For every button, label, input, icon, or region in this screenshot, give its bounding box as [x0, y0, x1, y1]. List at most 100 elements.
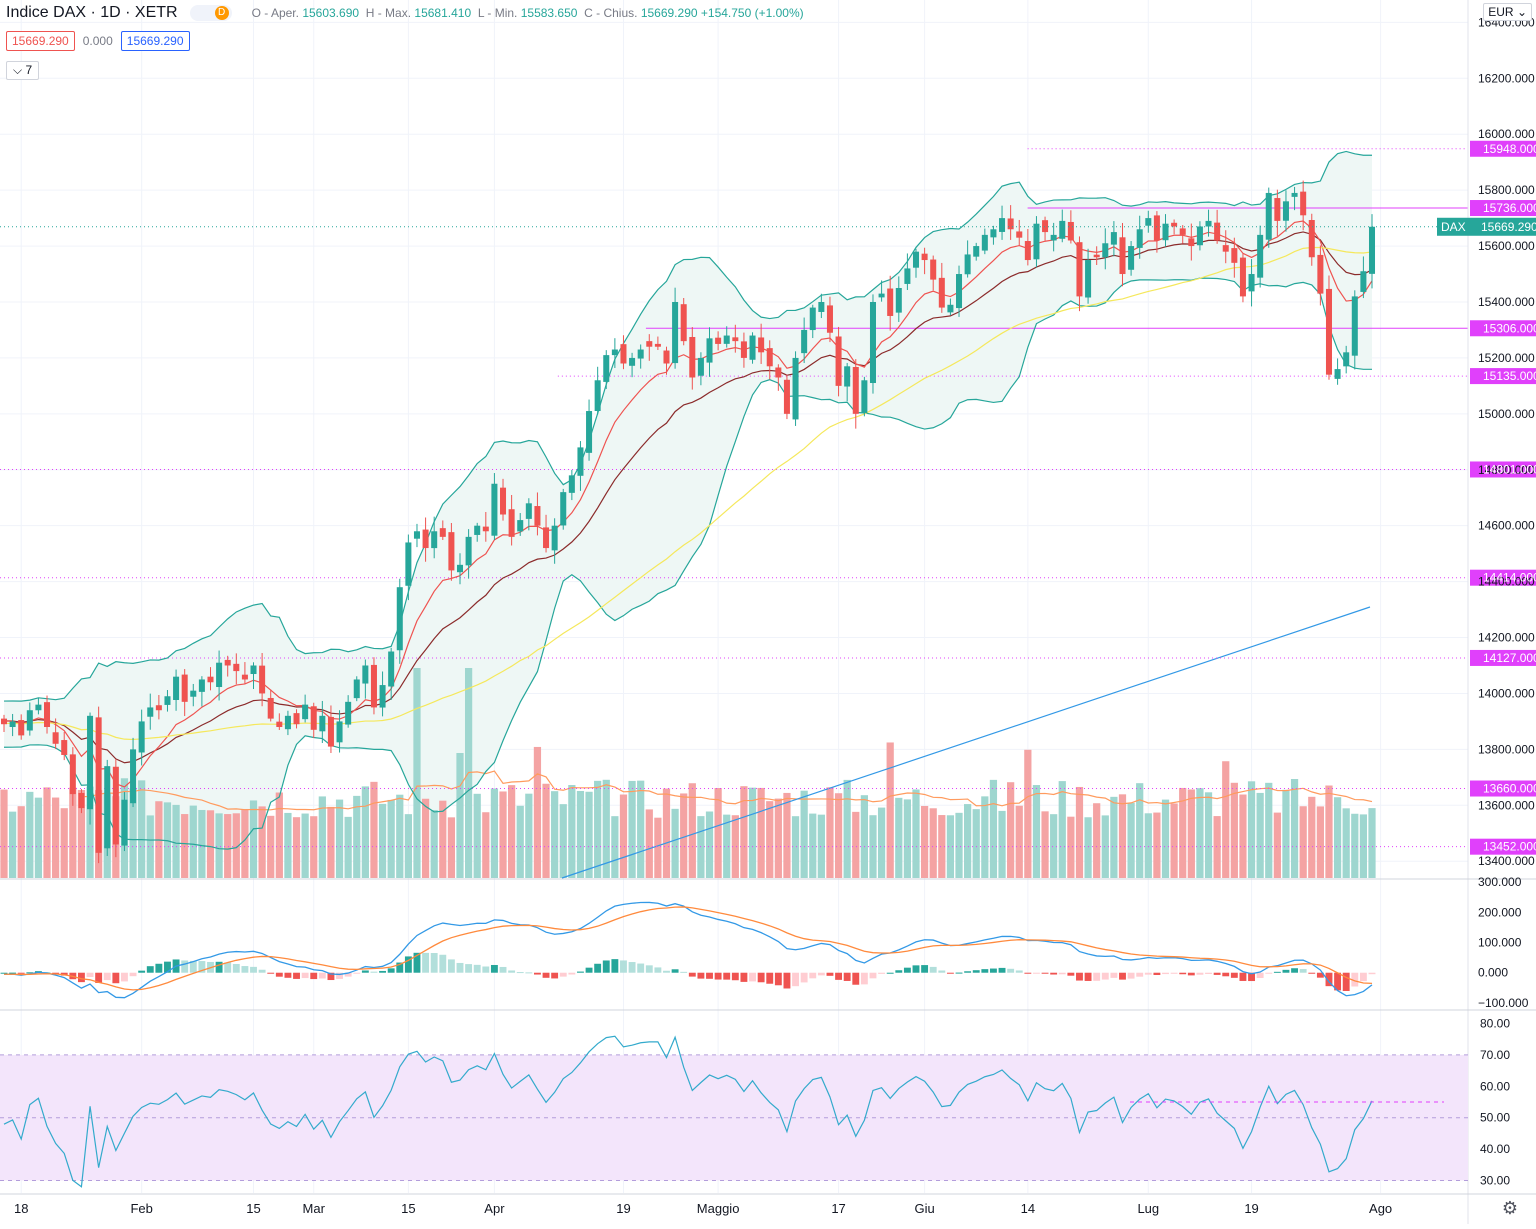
macd-histogram-bar: [181, 960, 189, 973]
data-source-toggle[interactable]: D: [189, 5, 232, 21]
volume-bar: [508, 785, 516, 878]
candle-body: [379, 685, 386, 708]
candle-body: [1325, 288, 1332, 375]
macd-histogram-bar: [1119, 972, 1126, 980]
volume-bar: [1256, 792, 1264, 878]
candle-body: [895, 288, 902, 313]
macd-tick-label: 200.000: [1478, 905, 1522, 919]
level-label: 13452.000: [1483, 840, 1536, 854]
bid-box[interactable]: 15669.290: [6, 31, 75, 51]
volume-bar: [1196, 788, 1204, 878]
candle-body: [826, 305, 833, 333]
macd-histogram-bar: [164, 961, 171, 973]
volume-bar: [301, 813, 309, 878]
volume-bar: [215, 813, 223, 878]
macd-histogram-bar: [585, 967, 593, 973]
candle-body: [938, 277, 945, 308]
volume-bar: [1187, 789, 1195, 878]
indicators-toggle[interactable]: ⌵ 7: [6, 61, 40, 80]
level-label-box: [1470, 140, 1536, 157]
ask-box[interactable]: 15669.290: [120, 31, 190, 51]
change-value: +154.750 (+1.00%): [700, 6, 804, 20]
grid-group: [0, 0, 1468, 1193]
volume-bar: [447, 817, 456, 878]
macd-histogram-bar: [52, 972, 60, 974]
chart-header: Indice DAX · 1D · XETR D O - Aper. 15603…: [6, 4, 804, 22]
volume-bar: [43, 787, 51, 878]
macd-histogram-bar: [1058, 972, 1066, 975]
macd-histogram-bar: [568, 972, 576, 975]
volume-bar: [705, 811, 714, 878]
long-ma-line: [561, 606, 1371, 879]
volume-bar: [680, 793, 688, 878]
macd-histogram-bar: [981, 969, 989, 973]
candle-body: [637, 349, 644, 359]
time-tick-label: 19: [1244, 1201, 1258, 1216]
volume-bar: [611, 816, 619, 878]
candle-body: [1128, 246, 1135, 270]
macd-line: [3, 901, 1373, 999]
candle-body: [267, 697, 274, 719]
volume-bar: [748, 787, 757, 878]
time-tick-label: 15: [401, 1201, 415, 1216]
level-label-box: [1470, 780, 1536, 797]
time-tick-label: Mar: [303, 1201, 326, 1216]
symbol-title[interactable]: Indice DAX · 1D · XETR: [6, 4, 178, 21]
volume-bar: [1308, 796, 1316, 878]
price-tick-label: 13400.000: [1478, 854, 1535, 868]
macd-histogram-bar: [1248, 972, 1255, 982]
candle-body: [26, 710, 33, 731]
candle-body: [1059, 220, 1066, 239]
volume-bar: [17, 806, 25, 878]
candle-body: [491, 483, 498, 536]
macd-histogram-bar: [379, 970, 387, 973]
price-tick-label: 14000.000: [1478, 686, 1535, 700]
volume-bar: [490, 788, 499, 878]
volume-bar: [619, 794, 628, 878]
candle-body: [130, 749, 137, 804]
volume-bar: [1067, 816, 1075, 878]
macd-histogram-bar: [336, 972, 343, 979]
candle-body: [1334, 369, 1341, 379]
macd-histogram-bar: [422, 952, 430, 973]
currency-button[interactable]: EUR ⌄: [1483, 3, 1532, 21]
candle-body: [732, 337, 739, 342]
volume-bar: [1170, 803, 1178, 878]
candle-body: [818, 301, 825, 312]
macd-histogram-bar: [250, 966, 257, 973]
macd-histogram-bar: [1222, 972, 1230, 977]
candle-body: [749, 335, 756, 360]
volume-bar: [594, 780, 602, 878]
macd-histogram-bar: [878, 972, 886, 974]
candle-body: [611, 349, 618, 356]
candle-body: [448, 532, 455, 571]
level-label: 14127.000: [1483, 651, 1536, 665]
volume-bar: [533, 746, 542, 878]
candle-body: [1179, 228, 1186, 235]
volume-bar: [929, 808, 937, 878]
candle-body: [500, 487, 507, 515]
macd-histogram-bar: [835, 972, 843, 980]
volume-bar: [1213, 816, 1221, 878]
gear-icon[interactable]: ⚙: [1501, 1198, 1518, 1218]
candle-body: [216, 662, 223, 688]
candle-body: [87, 715, 94, 810]
volume-bar: [800, 790, 808, 878]
level-label-box: [1470, 200, 1536, 217]
volume-bar: [964, 804, 972, 878]
macd-histogram-bar: [310, 972, 318, 980]
candle-body: [654, 343, 661, 347]
level-label: 13660.000: [1483, 782, 1536, 796]
macd-histogram-bar: [817, 972, 825, 976]
volume-bar: [1084, 817, 1092, 878]
volume-bar: [877, 807, 886, 878]
macd-histogram-bar: [473, 964, 481, 973]
candle-body: [310, 706, 317, 730]
price-tick-label: 14800.000: [1478, 463, 1535, 477]
macd-histogram-bar: [577, 971, 584, 973]
candle-body: [388, 651, 395, 687]
volume-bar: [310, 816, 318, 878]
price-tick-label: 13600.000: [1478, 798, 1535, 812]
